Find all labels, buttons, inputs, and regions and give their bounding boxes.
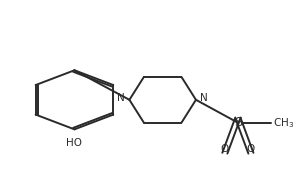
Text: N: N: [117, 93, 125, 103]
Text: HO: HO: [66, 138, 83, 148]
Text: O: O: [221, 144, 229, 154]
Text: O: O: [247, 144, 255, 154]
Text: N: N: [200, 93, 208, 103]
Text: CH$_3$: CH$_3$: [273, 116, 294, 130]
Text: S: S: [234, 116, 242, 129]
